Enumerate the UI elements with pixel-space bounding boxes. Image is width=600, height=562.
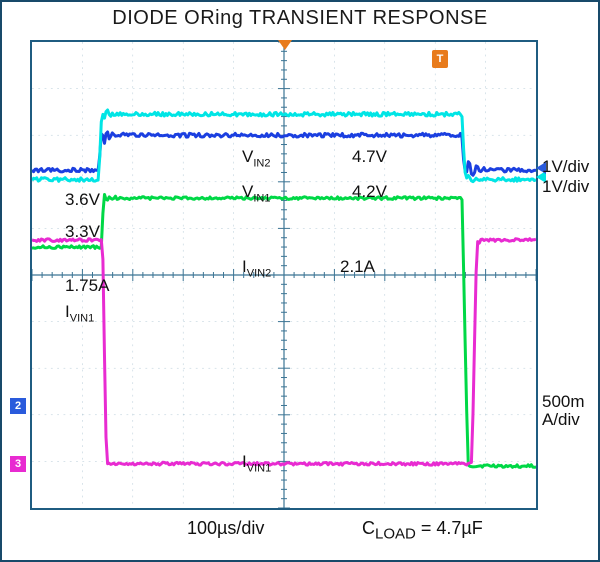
channel-3-marker: 3 (10, 456, 26, 472)
annotation-vin2_name: VIN2 (242, 147, 270, 169)
cload-label: CLOAD = 4.7µF (362, 518, 483, 543)
scale-current-2: A/div (542, 410, 580, 430)
scale-vin2: 1V/div (542, 157, 589, 177)
annotation-ivin1_lo: 1.75A (65, 276, 109, 296)
annotation-vin2_lo: 3.3V (65, 222, 100, 242)
annotation-vin1_name: VIN1 (242, 182, 270, 204)
annotation-ivin1_nm2: IVIN1 (242, 452, 271, 474)
annotation-vin1_lo: 3.6V (65, 190, 100, 210)
annotation-vin1_hi: 4.2V (352, 182, 387, 202)
trigger-marker-icon (278, 40, 292, 50)
annotation-ivin2_hi: 2.1A (340, 257, 375, 277)
scale-current-1: 500m (542, 392, 585, 412)
annotation-ivin2_name: IVIN2 (242, 257, 271, 279)
trigger-tag-icon: T (432, 50, 448, 68)
timebase-label: 100µs/div (187, 518, 264, 539)
scope-plot: VIN2 4.7V VIN1 4.2V 3.6V 3.3V IVIN2 2.1A 1.75A IV… (30, 40, 538, 510)
scale-vin1: 1V/div (542, 177, 589, 197)
annotation-ivin1_nm: IVIN1 (65, 302, 94, 324)
channel-2-marker: 2 (10, 398, 26, 414)
chart-title: DIODE ORing TRANSIENT RESPONSE (2, 7, 598, 30)
annotation-vin2_hi: 4.7V (352, 147, 387, 167)
